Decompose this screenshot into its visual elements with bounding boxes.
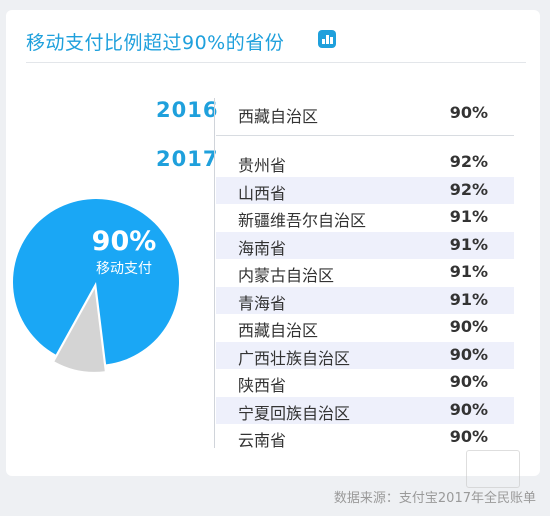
region-name: 内蒙古自治区 [238,266,335,285]
table-row: 新疆维吾尔自治区 91% [216,204,514,231]
region-name: 云南省 [238,431,287,450]
bar-chart-icon [318,30,336,48]
title-divider [26,62,526,63]
region-name: 西藏自治区 [238,321,319,340]
table-row: 内蒙古自治区 91% [216,259,514,286]
region-name: 贵州省 [238,156,287,175]
year-separator [216,135,514,136]
region-name: 青海省 [238,294,287,313]
table-row: 西藏自治区 90% [216,100,514,127]
table-row: 云南省 90% [216,424,514,451]
table-row: 西藏自治区 90% [216,314,514,341]
table-row: 海南省 91% [216,232,514,259]
table-row: 青海省 91% [216,287,514,314]
region-name: 广西壮族自治区 [238,349,351,368]
year-label-2016: 2016 [156,98,219,122]
region-name: 西藏自治区 [238,107,319,126]
pie-slice-mobile-payment [12,198,179,365]
timeline-divider [214,98,215,448]
region-percent: 90% [449,372,488,391]
region-percent: 90% [449,345,488,364]
region-name: 宁夏回族自治区 [238,404,351,423]
year-label-2017: 2017 [156,147,219,171]
pie-slice-other [54,288,105,372]
pie-caption: 移动支付 [96,261,152,277]
pie-percent-label: 90% [91,226,157,257]
region-percent: 90% [449,103,488,122]
region-name: 陕西省 [238,376,287,395]
region-percent: 90% [449,427,488,446]
watermark-logo [466,450,520,488]
region-percent: 91% [449,207,488,226]
table-row: 宁夏回族自治区 90% [216,397,514,424]
table-row: 山西省 92% [216,177,514,204]
data-source: 数据来源：支付宝2017年全民账单 [333,491,536,506]
region-percent: 90% [449,317,488,336]
chart-title: 移动支付比例超过90%的省份 [26,32,285,54]
region-percent: 91% [449,235,488,254]
region-name: 新疆维吾尔自治区 [238,211,367,230]
region-name: 山西省 [238,184,287,203]
region-percent: 91% [449,262,488,281]
region-name: 海南省 [238,239,287,258]
table-row: 贵州省 92% [216,149,514,176]
table-row: 陕西省 90% [216,369,514,396]
table-row: 广西壮族自治区 90% [216,342,514,369]
region-percent: 91% [449,290,488,309]
region-percent: 90% [449,400,488,419]
region-percent: 92% [449,180,488,199]
region-percent: 92% [449,152,488,171]
